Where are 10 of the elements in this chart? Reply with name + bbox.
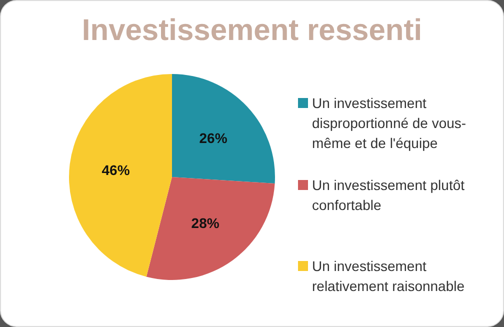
data-label: 28% — [191, 214, 220, 231]
chart-title: Investissement ressenti — [82, 14, 422, 47]
data-label: 46% — [102, 162, 130, 178]
legend-label: Un investissement disproportionné de vous-même et de l'équipe — [312, 95, 466, 151]
legend-label: Un investissement plutôt confortable — [312, 177, 465, 213]
pie-slice — [146, 177, 275, 280]
pie-slice — [172, 74, 275, 184]
data-label: 26% — [199, 130, 228, 146]
legend-label: Un investissement relativement raisonnable — [312, 258, 465, 294]
pie-slice — [69, 74, 172, 277]
